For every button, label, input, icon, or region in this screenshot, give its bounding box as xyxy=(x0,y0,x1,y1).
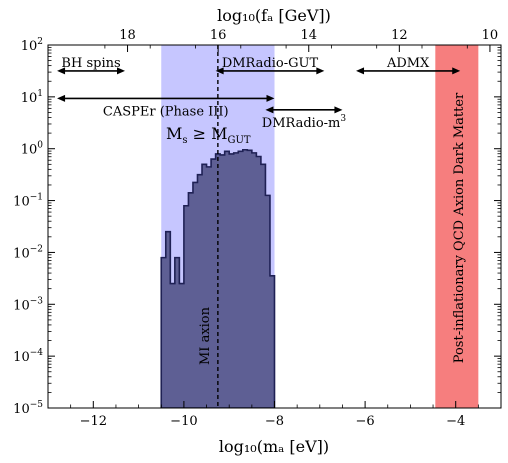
x-tick-label: −6 xyxy=(356,414,375,429)
histogram-bar xyxy=(252,153,257,408)
dmradio-m-label: DMRadio-m3 xyxy=(262,114,347,131)
histogram-bar xyxy=(202,164,207,408)
x-tick-label: −10 xyxy=(170,414,197,429)
x-tick-label: −4 xyxy=(446,414,465,429)
y-tick-label: 10−5 xyxy=(13,400,43,417)
x-tick-label: −8 xyxy=(265,414,284,429)
histogram-bar xyxy=(238,151,243,408)
x-axis-title: log₁₀(mₐ [eV]) xyxy=(219,437,329,456)
histogram-bar xyxy=(188,193,193,408)
post-inflationary-qcd-label: Post-inflationary QCD Axion Dark Matter xyxy=(452,92,467,363)
histogram-bar xyxy=(184,206,189,408)
histogram-bar xyxy=(243,150,248,408)
top-tick-label: 14 xyxy=(300,28,317,43)
bh-spins-arrow-right xyxy=(117,67,126,75)
dmradio-m-arrow-right xyxy=(334,106,343,114)
casper-phase-iii-arrow-left xyxy=(57,94,66,102)
dmradio-m-arrow-left xyxy=(265,106,274,114)
histogram-bar xyxy=(170,284,175,408)
mi-axion-label: MI axion xyxy=(198,306,213,365)
top-axis-title: log₁₀(fₐ [GeV]) xyxy=(217,6,331,25)
histogram-bar xyxy=(256,156,261,408)
bh-spins-arrow-left xyxy=(57,67,66,75)
histogram-bar xyxy=(166,232,171,408)
top-tick-label: 12 xyxy=(391,28,408,43)
dmradio-gut-arrow-right xyxy=(316,67,325,75)
histogram-bar xyxy=(225,151,230,408)
admx-label: ADMX xyxy=(386,56,430,71)
dmradio-gut-label: DMRadio-GUT xyxy=(222,56,319,71)
casper-phase-iii-arrow-right xyxy=(266,94,275,102)
y-tick-label: 10−3 xyxy=(13,296,43,313)
top-tick-label: 10 xyxy=(482,28,499,43)
histogram-bar xyxy=(220,155,225,408)
histogram-bar xyxy=(179,284,184,408)
histogram-bar xyxy=(197,175,202,408)
admx-arrow-right xyxy=(452,67,461,75)
histogram-bar xyxy=(265,195,270,408)
y-tick-label: 101 xyxy=(21,89,43,106)
region-label-ms-ge-mgut: Ms ≥ MGUT xyxy=(166,124,251,146)
histogram-bar xyxy=(247,150,252,408)
top-tick-label: 18 xyxy=(119,28,136,43)
bh-spins-label: BH spins xyxy=(61,56,120,71)
histogram-bar xyxy=(193,182,198,408)
y-tick-label: 10−2 xyxy=(13,244,43,261)
histogram-bar xyxy=(175,258,180,408)
casper-phase-iii-label: CASPEr (Phase III) xyxy=(103,104,229,119)
histogram-bar xyxy=(270,276,275,408)
y-tick-label: 10−4 xyxy=(13,348,43,365)
x-tick-label: −12 xyxy=(80,414,107,429)
top-tick-label: 16 xyxy=(210,28,227,43)
qcd-dark-matter-band xyxy=(435,45,479,408)
admx-arrow-left xyxy=(356,67,365,75)
histogram-bar xyxy=(234,153,239,408)
y-tick-label: 102 xyxy=(21,37,43,54)
histogram-bar xyxy=(229,154,234,408)
histogram-bar xyxy=(261,164,266,408)
y-tick-label: 100 xyxy=(21,141,44,158)
dmradio-gut-arrow-left xyxy=(215,67,224,75)
histogram-bar xyxy=(161,258,166,408)
y-tick-label: 10−1 xyxy=(13,193,43,210)
histogram-bar xyxy=(207,167,212,408)
histogram-bar xyxy=(211,159,216,408)
